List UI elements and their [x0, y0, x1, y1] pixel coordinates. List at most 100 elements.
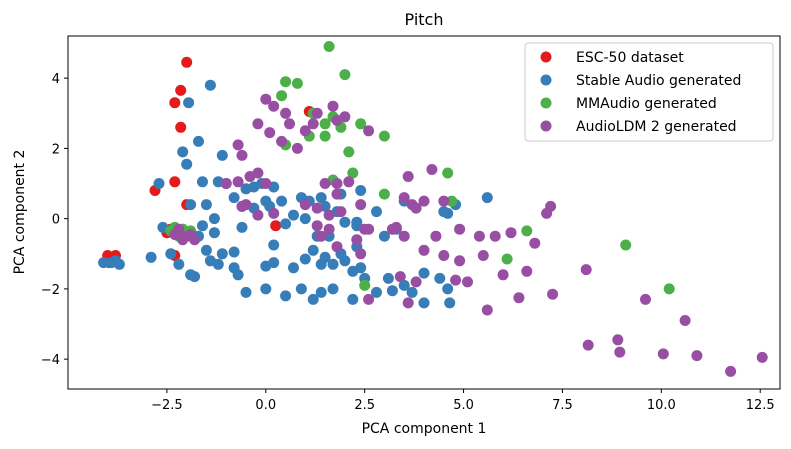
point-stable-audio-generated [193, 135, 204, 147]
point-stable-audio-generated [371, 206, 382, 218]
point-audioldm-2-generated [291, 142, 303, 154]
point-audioldm-2-generated [299, 199, 311, 211]
x-axis-ticks: −2.5 0.0 2.5 5.0 7.5 10.0 12.5 [151, 389, 775, 413]
point-audioldm-2-generated [339, 111, 351, 123]
point-audioldm-2-generated [252, 209, 264, 221]
x-tick-label: 10.0 [647, 398, 676, 413]
point-stable-audio-generated [339, 255, 351, 267]
point-audioldm-2-generated [363, 223, 375, 235]
point-mmaudio-generated [323, 41, 335, 52]
point-stable-audio-generated [371, 286, 382, 298]
x-axis-label: PCA component 1 [362, 421, 487, 437]
point-audioldm-2-generated [177, 234, 189, 246]
point-audioldm-2-generated [657, 348, 669, 360]
legend-marker-esc50 [540, 51, 552, 63]
point-audioldm-2-generated [355, 248, 367, 260]
y-axis-label: PCA component 2 [12, 150, 28, 275]
point-audioldm-2-generated [614, 346, 626, 358]
point-stable-audio-generated [315, 192, 327, 204]
point-audioldm-2-generated [311, 107, 323, 119]
point-audioldm-2-generated [497, 269, 509, 281]
point-stable-audio-generated [181, 158, 193, 170]
point-audioldm-2-generated [454, 255, 466, 267]
point-audioldm-2-generated [640, 293, 651, 305]
chart-title: Pitch [405, 10, 444, 29]
point-stable-audio-generated [240, 286, 252, 298]
point-audioldm-2-generated [612, 334, 624, 346]
x-tick-label: −2.5 [151, 398, 183, 413]
point-esc-50-dataset [270, 220, 282, 232]
point-stable-audio-generated [307, 293, 319, 305]
x-tick-label: 2.5 [354, 398, 375, 413]
point-stable-audio-generated [418, 267, 430, 279]
point-stable-audio-generated [145, 251, 157, 263]
point-audioldm-2-generated [355, 199, 367, 211]
point-stable-audio-generated [165, 248, 177, 260]
point-audioldm-2-generated [418, 244, 430, 256]
point-audioldm-2-generated [398, 230, 410, 242]
y-tick-label: 0 [52, 213, 60, 228]
point-stable-audio-generated [183, 97, 195, 109]
point-audioldm-2-generated [252, 118, 264, 130]
point-stable-audio-generated [481, 192, 493, 204]
point-stable-audio-generated [315, 258, 327, 270]
point-audioldm-2-generated [438, 250, 450, 261]
point-esc-50-dataset [175, 84, 187, 96]
y-tick-label: 2 [52, 142, 60, 157]
point-audioldm-2-generated [418, 195, 430, 207]
point-mmaudio-generated [663, 283, 675, 295]
point-audioldm-2-generated [756, 351, 768, 363]
point-audioldm-2-generated [185, 229, 197, 240]
point-audioldm-2-generated [276, 135, 288, 147]
point-stable-audio-generated [185, 269, 197, 281]
point-mmaudio-generated [347, 167, 359, 179]
point-audioldm-2-generated [394, 271, 406, 283]
point-mmaudio-generated [291, 77, 303, 89]
point-stable-audio-generated [228, 246, 240, 258]
point-audioldm-2-generated [582, 339, 594, 351]
legend-box [524, 42, 774, 142]
point-audioldm-2-generated [462, 276, 473, 288]
y-axis-ticks: −4 −2 0 2 4 [41, 72, 68, 368]
point-mmaudio-generated [339, 69, 351, 81]
point-audioldm-2-generated [580, 264, 592, 276]
point-stable-audio-generated [197, 220, 208, 232]
point-mmaudio-generated [521, 225, 533, 237]
point-audioldm-2-generated [260, 178, 272, 189]
point-mmaudio-generated [378, 130, 390, 142]
legend: ESC-50 dataset Stable Audio generated MM… [524, 42, 774, 142]
point-stable-audio-generated [200, 199, 212, 211]
point-audioldm-2-generated [311, 220, 323, 232]
point-stable-audio-generated [228, 192, 240, 204]
point-esc-50-dataset [181, 56, 193, 68]
point-stable-audio-generated [355, 185, 367, 196]
point-audioldm-2-generated [386, 223, 398, 235]
legend-label-audioldm2: AudioLDM 2 generated [576, 119, 737, 135]
point-audioldm-2-generated [327, 100, 339, 112]
point-audioldm-2-generated [323, 223, 335, 235]
point-audioldm-2-generated [505, 227, 517, 239]
point-mmaudio-generated [501, 253, 513, 265]
point-mmaudio-generated [280, 76, 292, 88]
point-audioldm-2-generated [319, 178, 331, 189]
point-stable-audio-generated [442, 283, 454, 295]
point-stable-audio-generated [173, 258, 185, 270]
point-stable-audio-generated [200, 244, 212, 256]
point-stable-audio-generated [386, 285, 398, 297]
x-tick-label: 12.5 [746, 398, 775, 413]
point-stable-audio-generated [280, 290, 292, 302]
point-mmaudio-generated [442, 167, 454, 179]
plot-frame [67, 35, 781, 390]
point-stable-audio-generated [208, 213, 220, 225]
point-audioldm-2-generated [363, 125, 375, 137]
point-audioldm-2-generated [220, 178, 232, 189]
point-stable-audio-generated [232, 269, 244, 281]
point-mmaudio-generated [378, 188, 390, 200]
point-mmaudio-generated [319, 118, 331, 130]
point-audioldm-2-generated [232, 176, 244, 188]
point-audioldm-2-generated [410, 276, 422, 288]
point-audioldm-2-generated [343, 176, 355, 188]
point-audioldm-2-generated [284, 118, 295, 130]
point-stable-audio-generated [98, 257, 110, 269]
